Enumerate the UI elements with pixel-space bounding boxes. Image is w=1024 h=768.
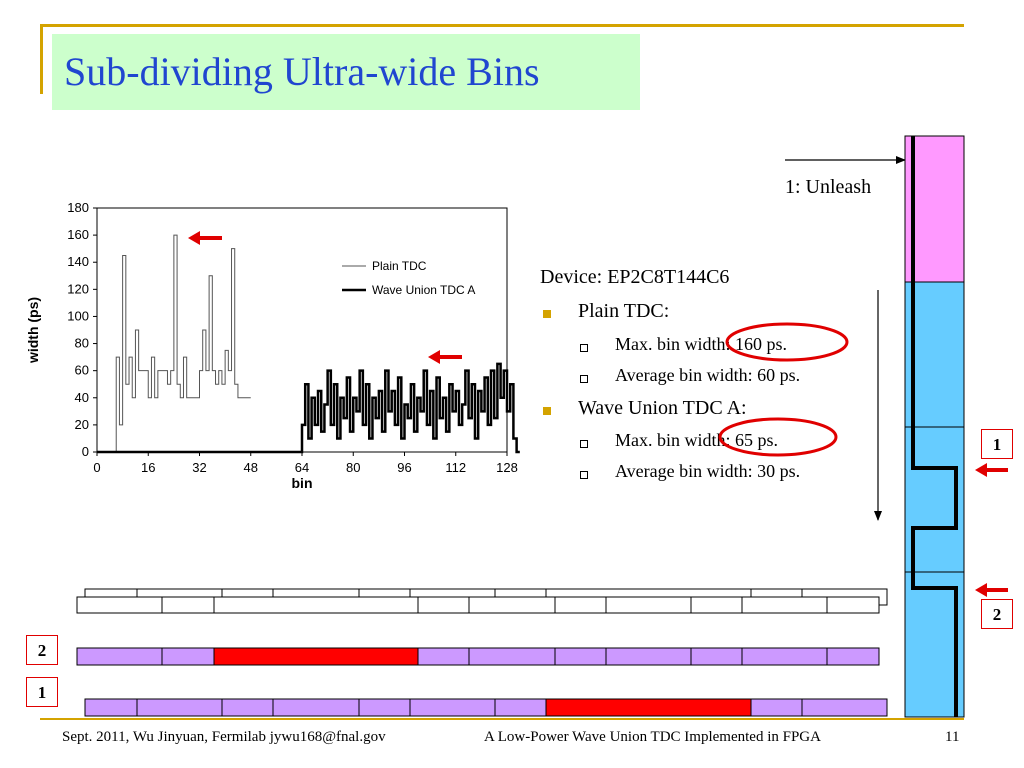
x-tick-label: 32	[192, 460, 206, 475]
y-tick-label: 80	[75, 336, 89, 351]
y-tick-label: 20	[75, 417, 89, 432]
bin-row-2	[76, 647, 880, 666]
label-box-1: 1	[981, 429, 1013, 459]
bullet-square-icon	[543, 310, 551, 318]
title-box: Sub-dividing Ultra-wide Bins	[52, 34, 640, 110]
page-number: 11	[945, 729, 960, 745]
device-label: Device: EP2C8T144C6	[540, 266, 730, 288]
label-box-2-left: 2	[26, 635, 58, 665]
red-arrow-icon	[975, 583, 1008, 597]
footer-title: A Low-Power Wave Union TDC Implemented i…	[484, 729, 821, 745]
bin-width-chart: 0 20 40 60 80 100 120 140 160 180 0 16 32 48 64 80 96 112…	[25, 200, 520, 491]
slide-title: Sub-dividing Ultra-wide Bins	[64, 49, 540, 94]
legend-label: Wave Union TDC A	[372, 283, 475, 297]
x-tick-label: 48	[244, 460, 258, 475]
plain-avg-text: Average bin width: 60 ps.	[615, 365, 801, 385]
label-box-1-left: 1	[26, 677, 58, 707]
label-box-2: 2	[981, 599, 1013, 629]
x-tick-label: 96	[397, 460, 411, 475]
x-tick-label: 112	[445, 460, 466, 475]
red-arrow-icon	[428, 350, 462, 364]
x-tick-label: 128	[496, 460, 518, 475]
highlight-ellipse	[725, 322, 849, 362]
series-line-2	[97, 362, 520, 454]
y-tick-label: 140	[67, 254, 89, 269]
plain-tdc-heading: Plain TDC:	[578, 300, 670, 322]
sub-bullet-icon	[580, 440, 588, 448]
wave-max-text: Max. bin width: 65 ps.	[615, 430, 779, 450]
series-line-1	[97, 234, 251, 453]
x-tick-label: 16	[141, 460, 155, 475]
red-arrow-icon	[975, 463, 1008, 477]
top-rule	[40, 24, 964, 27]
unleash-label: 1: Unleash	[785, 176, 872, 198]
highlight-ellipse	[718, 417, 838, 457]
x-axis-label: bin	[292, 475, 313, 491]
wave-tdc-heading: Wave Union TDC A:	[578, 397, 747, 419]
left-rule	[40, 24, 43, 94]
y-tick-label: 60	[75, 363, 89, 378]
sub-bullet-icon	[580, 471, 588, 479]
y-axis-label: width (ps)	[25, 297, 41, 364]
bullet-square-icon	[543, 407, 551, 415]
y-tick-label: 180	[67, 200, 89, 215]
x-tick-label: 80	[346, 460, 360, 475]
x-tick-label: 64	[295, 460, 309, 475]
y-tick-label: 160	[67, 227, 89, 242]
footer-author: Sept. 2011, Wu Jinyuan, Fermilab jywu168…	[62, 729, 386, 745]
wave-avg-text: Average bin width: 30 ps.	[615, 461, 801, 481]
y-tick-label: 120	[67, 281, 89, 296]
y-tick-label: 0	[82, 444, 89, 459]
bin-row-1	[84, 698, 888, 717]
legend-label: Plain TDC	[372, 259, 427, 273]
sub-bullet-icon	[580, 344, 588, 352]
bin-sketch	[76, 588, 888, 614]
y-tick-label: 100	[67, 308, 89, 323]
x-tick-label: 0	[93, 460, 100, 475]
sub-bullet-icon	[580, 375, 588, 383]
red-arrow-icon	[188, 231, 222, 245]
y-tick-label: 40	[75, 390, 89, 405]
bottom-rule	[40, 718, 964, 720]
delay-chain-bar	[904, 135, 965, 718]
plain-max-text: Max. bin width: 160 ps.	[615, 334, 788, 354]
